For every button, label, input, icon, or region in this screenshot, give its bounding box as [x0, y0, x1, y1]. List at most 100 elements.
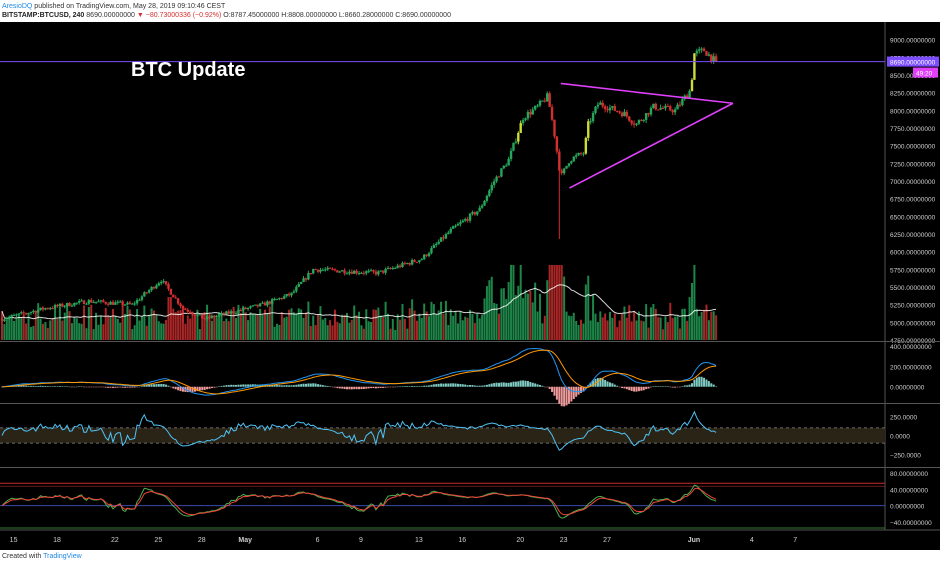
candle-body [290, 292, 293, 296]
time-tick-label: May [238, 537, 252, 544]
candle-body [579, 153, 583, 155]
macd-histogram-bar [367, 386, 370, 389]
macd-histogram-bar [247, 384, 250, 387]
macd-histogram-bar [222, 385, 225, 387]
candle-body [271, 299, 274, 304]
macd-histogram-bar [99, 386, 102, 388]
candle-body [403, 262, 407, 264]
candle-body [198, 314, 202, 316]
candle-body [140, 296, 144, 300]
volume-bar [162, 323, 165, 340]
volume-bar [114, 315, 117, 340]
candle-body [85, 303, 88, 305]
macd-histogram-bar [157, 383, 160, 387]
volume-bar [256, 315, 259, 340]
volume-bar [666, 322, 669, 340]
author-link[interactable]: AresioDQ [2, 3, 33, 10]
macd-histogram-bar [522, 380, 525, 387]
macd-histogram-bar [203, 386, 206, 390]
macd-histogram-bar [710, 383, 713, 387]
time-tick-label: 20 [516, 537, 524, 544]
macd-histogram-bar [109, 386, 112, 388]
cci-tick-label: −250.0000 [890, 453, 921, 460]
macd-histogram-bar [420, 386, 423, 387]
macd-histogram-bar [572, 386, 575, 400]
macd-histogram-bar [671, 386, 674, 388]
macd-histogram-bar [712, 384, 715, 387]
candle-body [39, 307, 42, 310]
macd-histogram-bar [418, 386, 421, 387]
candle-body [184, 308, 187, 310]
macd-histogram-bar [206, 386, 209, 390]
volume-bar [700, 312, 703, 340]
macd-histogram-bar [589, 382, 592, 387]
candle-body [693, 53, 696, 80]
candle-body [128, 302, 132, 304]
macd-histogram-bar [481, 385, 484, 387]
candle-body [261, 302, 264, 304]
candle-body [570, 161, 573, 164]
time-tick-label: 16 [458, 537, 466, 544]
candle-body [398, 265, 402, 268]
candle-body [671, 110, 674, 113]
candle-body [90, 300, 93, 303]
tradingview-logo-text[interactable]: TradingView [43, 553, 82, 560]
volume-bar [570, 316, 573, 340]
macd-histogram-bar [165, 384, 168, 387]
countdown-badge [913, 67, 938, 78]
macd-histogram-bar [333, 386, 336, 388]
candle-body [121, 301, 124, 306]
candle-body [203, 318, 206, 320]
macd-histogram-bar [97, 386, 100, 388]
macd-histogram-bar [304, 383, 307, 387]
volume-bar [87, 307, 90, 340]
volume-bar [608, 311, 611, 340]
candle-body [94, 301, 98, 303]
candles [0, 46, 718, 323]
candle-body [17, 313, 21, 315]
macd-histogram-bar [377, 386, 380, 389]
candle-body [297, 283, 300, 287]
macd-histogram-bar [152, 384, 155, 387]
macd-histogram-bar [659, 386, 662, 387]
macd-histogram-bar [261, 384, 264, 387]
volume-bar [623, 306, 626, 340]
volume-bar [548, 265, 551, 340]
macd-histogram-bar [34, 386, 37, 387]
candle-body [3, 319, 6, 321]
macd-histogram-bar [213, 386, 216, 388]
volume-bar [413, 310, 416, 340]
macd-histogram-bar [613, 384, 616, 387]
volume-bar [599, 311, 602, 340]
candle-body [519, 123, 522, 133]
time-tick-label: 13 [415, 537, 423, 544]
volume-bar [140, 316, 143, 340]
volume-bar [674, 316, 677, 340]
macd-histogram-bar [652, 386, 655, 387]
macd-histogram-bar [227, 385, 230, 387]
macd-histogram-bar [555, 386, 558, 400]
candle-body [263, 302, 267, 306]
price-tick-label: 8000.00000000 [890, 108, 936, 115]
volume-bar [321, 319, 324, 340]
macd-histogram-bar [126, 386, 129, 388]
volume-bar [483, 298, 486, 340]
volume-bar [206, 304, 209, 340]
price-tick-label: 6500.00000000 [890, 214, 936, 221]
macd-histogram-bar [218, 386, 221, 387]
oscillator-tick-label: 0.00000000 [890, 504, 925, 511]
macd-histogram-bar [510, 382, 513, 387]
candle-body [251, 305, 255, 307]
volume-bar [611, 317, 614, 340]
macd-histogram-bar [116, 386, 119, 388]
volume-bar [519, 265, 522, 340]
candle-body [174, 297, 177, 299]
candle-body [65, 302, 69, 306]
candle-body [572, 156, 575, 162]
volume-bar [490, 276, 493, 340]
price-chart[interactable]: BTC Update9000.000000008750.000000008500… [0, 22, 940, 550]
candle-body [642, 119, 645, 121]
macd-histogram-bar [563, 386, 566, 407]
volume-bar [37, 303, 40, 340]
volume-bar [56, 319, 59, 340]
